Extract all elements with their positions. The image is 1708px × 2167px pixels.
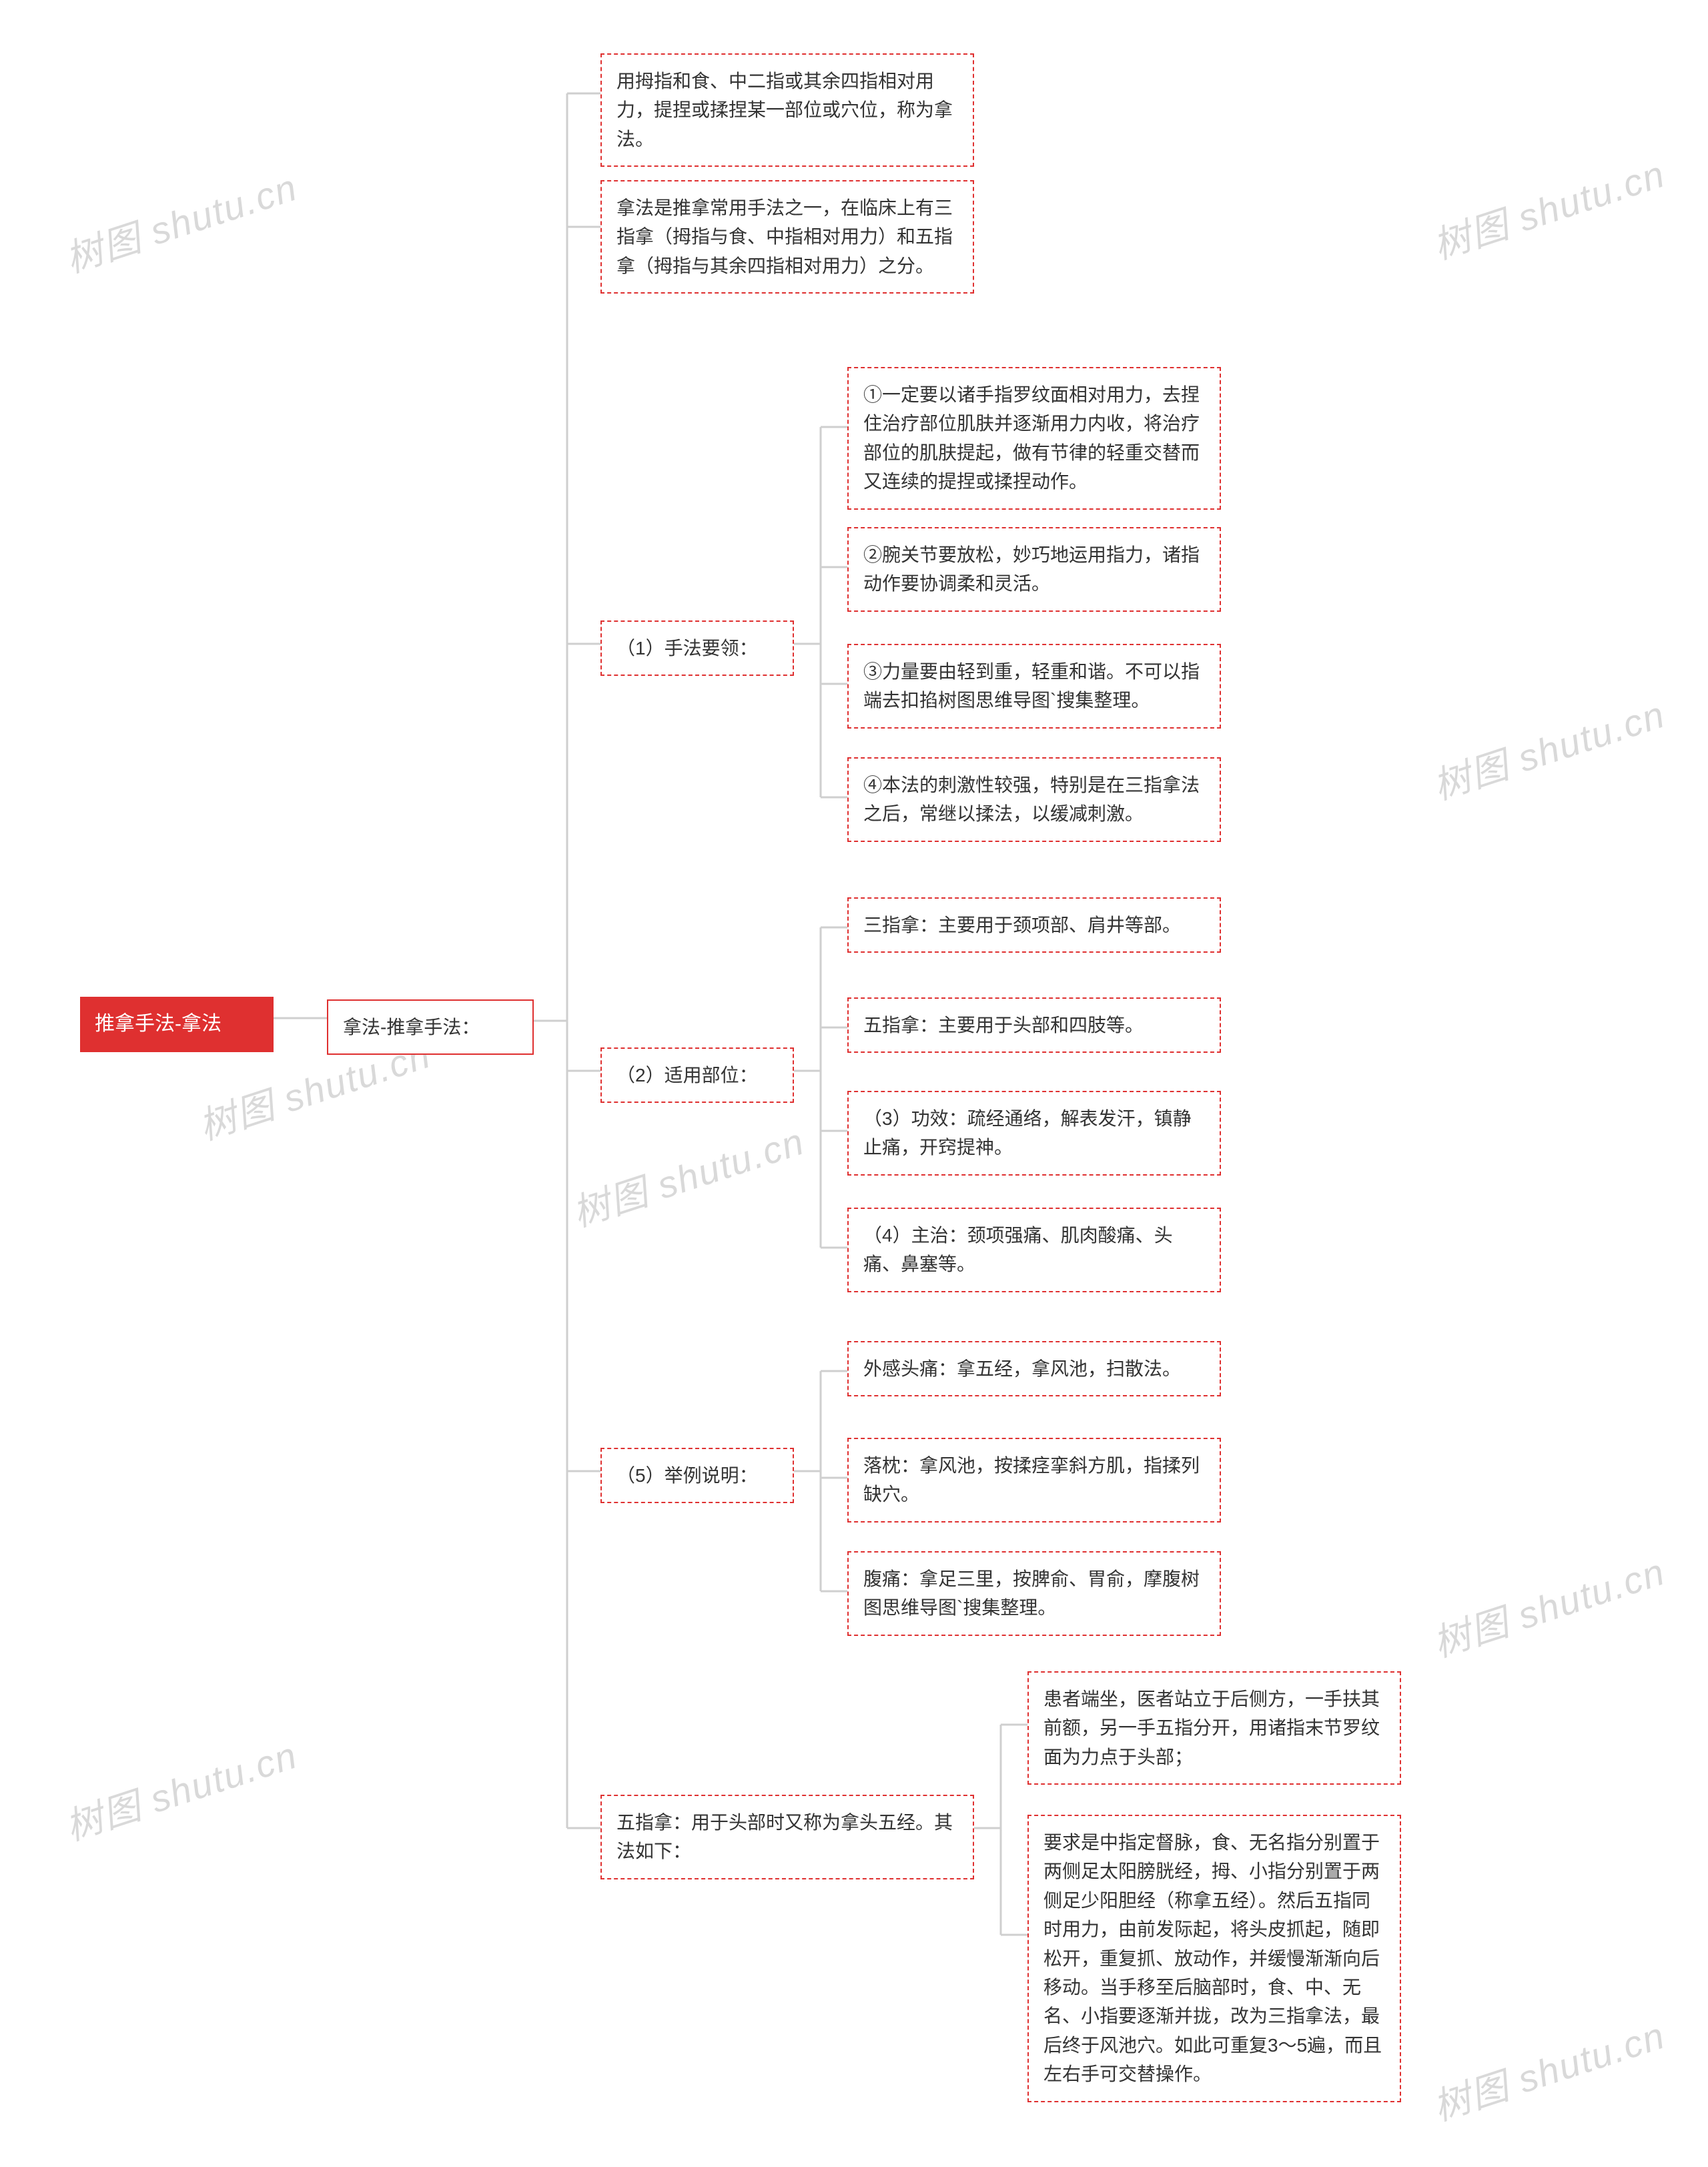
watermark: 树图 shutu.cn — [1425, 685, 1671, 811]
node-section-6[interactable]: 五指拿：用于头部时又称为拿头五经。其法如下： — [600, 1795, 974, 1879]
watermark: 树图 shutu.cn — [1425, 2006, 1671, 2132]
node-s1-1[interactable]: ①一定要以诸手指罗纹面相对用力，去捏住治疗部位肌肤并逐渐用力内收，将治疗部位的肌… — [847, 367, 1221, 510]
node-s1-3[interactable]: ③力量要由轻到重，轻重和谐。不可以指端去扣掐树图思维导图`搜集整理。 — [847, 644, 1221, 729]
mindmap-canvas: 树图 shutu.cn 树图 shutu.cn 树图 shutu.cn 树图 s… — [0, 0, 1708, 2167]
watermark: 树图 shutu.cn — [1425, 144, 1671, 270]
node-s5-2[interactable]: 落枕：拿风池，按揉痉挛斜方肌，指揉列缺穴。 — [847, 1438, 1221, 1523]
node-s5-1[interactable]: 外感头痛：拿五经，拿风池，扫散法。 — [847, 1341, 1221, 1396]
root-node[interactable]: 推拿手法-拿法 — [80, 997, 274, 1052]
node-section-5[interactable]: （5）举例说明： — [600, 1448, 794, 1503]
node-s2-3[interactable]: （3）功效：疏经通络，解表发汗，镇静止痛，开窍提神。 — [847, 1091, 1221, 1176]
watermark: 树图 shutu.cn — [564, 1112, 811, 1238]
node-s2-2[interactable]: 五指拿：主要用于头部和四肢等。 — [847, 997, 1221, 1053]
node-s6-2[interactable]: 要求是中指定督脉，食、无名指分别置于两侧足太阳膀胱经，拇、小指分别置于两侧足少阳… — [1027, 1815, 1401, 2102]
watermark: 树图 shutu.cn — [57, 157, 304, 284]
node-s5-3[interactable]: 腹痛：拿足三里，按脾俞、胃俞，摩腹树图思维导图`搜集整理。 — [847, 1551, 1221, 1636]
node-s6-1[interactable]: 患者端坐，医者站立于后侧方，一手扶其前额，另一手五指分开，用诸指末节罗纹面为力点… — [1027, 1671, 1401, 1785]
node-s2-4[interactable]: （4）主治：颈项强痛、肌肉酸痛、头痛、鼻塞等。 — [847, 1208, 1221, 1292]
node-s2-1[interactable]: 三指拿：主要用于颈项部、肩井等部。 — [847, 897, 1221, 953]
watermark: 树图 shutu.cn — [1425, 1542, 1671, 1668]
node-level1[interactable]: 拿法-推拿手法： — [327, 999, 534, 1055]
node-s1-4[interactable]: ④本法的刺激性较强，特别是在三指拿法之后，常继以揉法，以缓减刺激。 — [847, 757, 1221, 842]
node-section-1[interactable]: （1）手法要领： — [600, 620, 794, 676]
node-s1-2[interactable]: ②腕关节要放松，妙巧地运用指力，诸指动作要协调柔和灵活。 — [847, 527, 1221, 612]
node-definition-1[interactable]: 用拇指和食、中二指或其余四指相对用力，提捏或揉捏某一部位或穴位，称为拿法。 — [600, 53, 974, 167]
watermark: 树图 shutu.cn — [57, 1725, 304, 1851]
node-definition-2[interactable]: 拿法是推拿常用手法之一，在临床上有三指拿（拇指与食、中指相对用力）和五指拿（拇指… — [600, 180, 974, 294]
node-section-2[interactable]: （2）适用部位： — [600, 1047, 794, 1103]
